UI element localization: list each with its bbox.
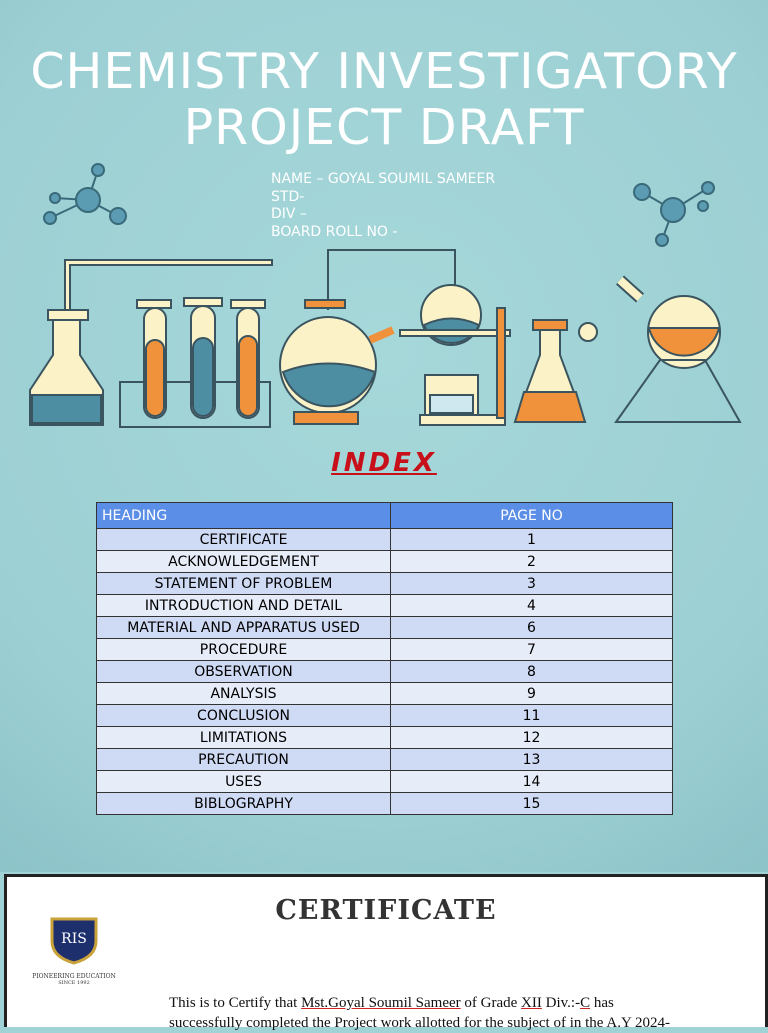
text: of Grade [464, 995, 518, 1011]
index-row: LIMITATIONS 12 [96, 726, 673, 749]
heading-cell: CONCLUSION [96, 704, 391, 727]
heading-cell: USES [96, 770, 391, 793]
info-line: DIV – [271, 206, 307, 222]
lab-illustration [29, 163, 742, 428]
heading-cell: ANALYSIS [96, 682, 391, 705]
certificate-text: This is to Certify that Mst.Goyal Soumil… [169, 993, 670, 1033]
index-row: OBSERVATION 8 [96, 660, 673, 683]
page-cell: 7 [390, 638, 673, 661]
text: This is to Certify that [169, 995, 298, 1011]
page-cell: 4 [390, 594, 673, 617]
page-cell: 6 [390, 616, 673, 639]
info-line: BOARD ROLL NO - [271, 223, 398, 240]
info-line: STD- [271, 188, 305, 205]
index-row: ACKNOWLEDGEMENT 2 [96, 550, 673, 573]
heading-cell: PRECAUTION [96, 748, 391, 771]
text: has [593, 995, 614, 1011]
page-cell: 1 [390, 528, 673, 551]
page-cell: 2 [390, 550, 673, 573]
index-row: CONCLUSION 11 [96, 704, 673, 727]
text: Div.:- [545, 995, 581, 1011]
page-cell: 14 [390, 770, 673, 793]
info-line: NAME – GOYAL SOUMIL SAMEER [271, 171, 496, 187]
student-name: Mst.Goyal Soumil Sameer [301, 995, 461, 1011]
index-title: INDEX [331, 448, 437, 478]
logo-since: SINCE 1992 [58, 980, 90, 986]
certificate: CERTIFICATE RIS PIONEERING EDUCATION SIN… [4, 874, 768, 1031]
heading-cell: INTRODUCTION AND DETAIL [96, 594, 391, 617]
index-row: BIBLOGRAPHY 15 [96, 792, 673, 815]
heading-cell: BIBLOGRAPHY [96, 792, 391, 815]
heading-cell: CERTIFICATE [96, 528, 391, 551]
page-cell: 9 [390, 682, 673, 705]
index-row: PRECAUTION 13 [96, 748, 673, 771]
index-row: INTRODUCTION AND DETAIL 4 [96, 594, 673, 617]
page-cell: 13 [390, 748, 673, 771]
logo-motto: PIONEERING EDUCATION [32, 973, 116, 980]
text: successfully completed the Project work … [169, 1015, 670, 1031]
heading-cell: STATEMENT OF PROBLEM [96, 572, 391, 595]
student-info: NAME – GOYAL SOUMIL SAMEER STD- DIV – BOARD… [271, 171, 495, 241]
grade: XII [521, 995, 542, 1011]
heading-cell: OBSERVATION [96, 660, 391, 683]
index-row: STATEMENT OF PROBLEM 3 [96, 572, 673, 595]
page-cell: 8 [390, 660, 673, 683]
index-row: ANALYSIS 9 [96, 682, 673, 705]
division: C [580, 995, 591, 1011]
index-row: USES 14 [96, 770, 673, 793]
page-cell: 11 [390, 704, 673, 727]
heading-cell: MATERIAL AND APPARATUS USED [96, 616, 391, 639]
page-cell: 15 [390, 792, 673, 815]
certificate-title: CERTIFICATE [275, 895, 497, 926]
school-logo: RIS PIONEERING EDUCATION SINCE 1992 [29, 907, 119, 986]
logo-emblem: RIS [50, 917, 98, 965]
index-row: CERTIFICATE 1 [96, 528, 673, 551]
page-cell: 3 [390, 572, 673, 595]
cover: CHEMISTRY INVESTIGATORY PROJECT DRAFT NA… [0, 0, 768, 872]
index-row: MATERIAL AND APPARATUS USED 6 [96, 616, 673, 639]
heading-cell: LIMITATIONS [96, 726, 391, 749]
logo-initials: RIS [61, 931, 87, 947]
cover-title: CHEMISTRY INVESTIGATORY PROJECT DRAFT [30, 43, 738, 156]
heading-cell: PROCEDURE [96, 638, 391, 661]
header-cell: HEADING [96, 502, 391, 529]
header-cell: PAGE NO [390, 502, 673, 529]
header-row: HEADING PAGE NO [96, 502, 673, 529]
index-table: HEADING PAGE NO CERTIFICATE 1 ACKNOWLEDGEM… [96, 502, 673, 815]
index-row: PROCEDURE 7 [96, 638, 673, 661]
page-cell: 12 [390, 726, 673, 749]
heading-cell: ACKNOWLEDGEMENT [96, 550, 391, 573]
